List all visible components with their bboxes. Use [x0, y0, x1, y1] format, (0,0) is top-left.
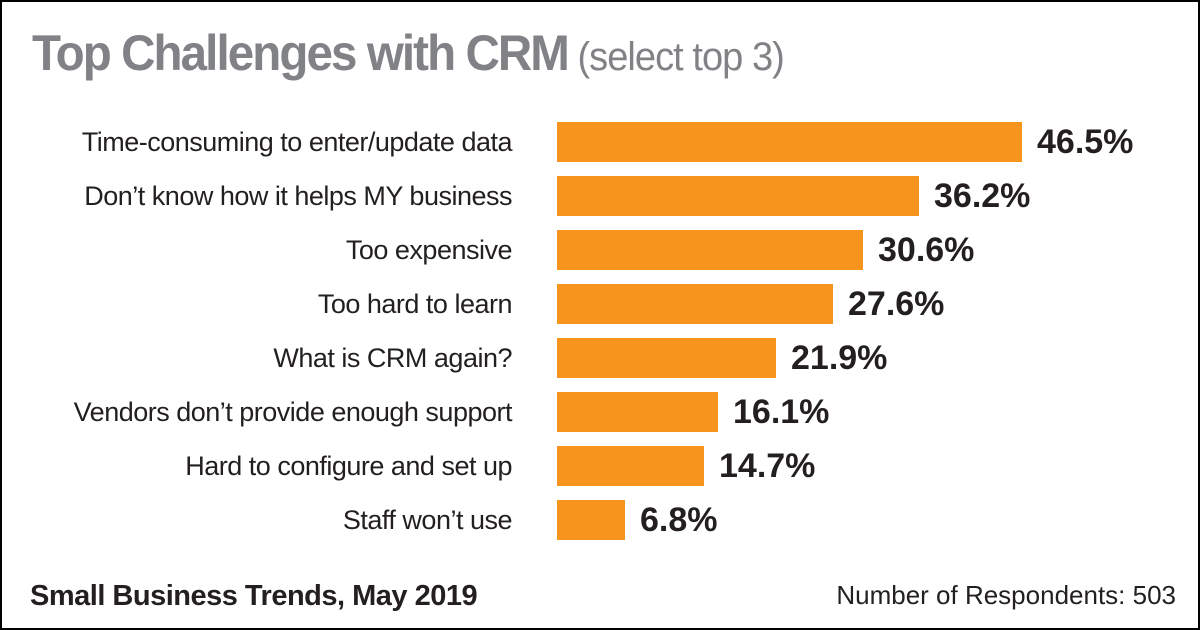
category-label: Hard to configure and set up [185, 450, 512, 481]
bar [557, 176, 919, 216]
chart-title: Top Challenges with CRM (select top 3) [32, 24, 785, 82]
value-label: 46.5% [1037, 122, 1134, 161]
bar [557, 338, 776, 378]
category-label: Vendors don’t provide enough support [73, 396, 513, 427]
bar-chart: Time-consuming to enter/update data 46.5… [2, 122, 1198, 554]
value-label: 21.9% [791, 338, 888, 377]
category-label: Don’t know how it helps MY business [84, 180, 512, 211]
source-attribution: Small Business Trends, May 2019 [30, 580, 478, 612]
chart-row: Time-consuming to enter/update data 46.5… [2, 122, 1198, 162]
chart-title-subtitle: (select top 3) [577, 35, 784, 79]
category-label: Staff won’t use [342, 504, 513, 535]
value-label: 27.6% [848, 284, 945, 323]
bar [557, 230, 863, 270]
value-label: 6.8% [640, 500, 718, 539]
chart-row: Staff won’t use 6.8% [2, 500, 1198, 540]
chart-title-main: Top Challenges with CRM [32, 25, 570, 81]
bar [557, 284, 833, 324]
chart-row: Don’t know how it helps MY business 36.2… [2, 176, 1198, 216]
chart-row: Too expensive 30.6% [2, 230, 1198, 270]
category-label: Too hard to learn [317, 288, 513, 319]
bar [557, 122, 1022, 162]
bar [557, 500, 625, 540]
bar [557, 392, 718, 432]
category-label: What is CRM again? [273, 342, 512, 373]
value-label: 36.2% [934, 176, 1031, 215]
chart-row: Hard to configure and set up 14.7% [2, 446, 1198, 486]
category-label: Time-consuming to enter/update data [81, 126, 513, 157]
chart-row: What is CRM again? 21.9% [2, 338, 1198, 378]
chart-row: Vendors don’t provide enough support 16.… [2, 392, 1198, 432]
chart-row: Too hard to learn 27.6% [2, 284, 1198, 324]
respondent-count: Number of Respondents: 503 [836, 580, 1176, 610]
value-label: 30.6% [878, 230, 975, 269]
bar [557, 446, 704, 486]
value-label: 14.7% [719, 446, 816, 485]
value-label: 16.1% [733, 392, 830, 431]
category-label: Too expensive [345, 234, 513, 265]
